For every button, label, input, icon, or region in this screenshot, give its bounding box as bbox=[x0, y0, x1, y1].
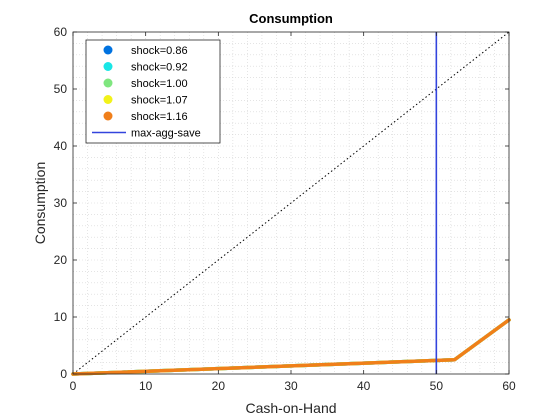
x-axis-label: Cash-on-Hand bbox=[245, 400, 336, 416]
x-tick-label: 30 bbox=[284, 379, 298, 393]
axis-ticks: 0 10 20 30 40 50 60 0 10 20 30 40 50 60 bbox=[54, 25, 516, 393]
x-tick-label: 50 bbox=[430, 379, 444, 393]
legend-marker bbox=[103, 62, 113, 71]
y-tick-label: 10 bbox=[54, 310, 68, 324]
y-axis-label: Consumption bbox=[32, 162, 48, 245]
plot-marks bbox=[71, 31, 511, 376]
y-tick-label: 0 bbox=[60, 367, 67, 381]
y-tick-label: 60 bbox=[54, 25, 68, 39]
legend-box bbox=[85, 39, 221, 144]
legend-marker bbox=[103, 78, 113, 88]
legend-label: shock=1.00 bbox=[131, 78, 188, 90]
series-line bbox=[71, 318, 511, 376]
legend-label: shock=0.86 bbox=[131, 45, 188, 57]
legend-label: shock=0.92 bbox=[131, 62, 188, 74]
chart-title: Consumption bbox=[249, 11, 333, 26]
legend: shock=0.86 shock=0.92 shock=1.00 shock=1.07… bbox=[85, 39, 221, 144]
x-tick-label: 60 bbox=[502, 379, 516, 393]
x-tick-label: 0 bbox=[70, 379, 77, 393]
y-tick-label: 50 bbox=[54, 82, 68, 96]
y-tick-label: 30 bbox=[54, 196, 68, 210]
legend-marker bbox=[103, 95, 113, 104]
legend-marker bbox=[103, 111, 113, 121]
y-tick-label: 40 bbox=[54, 139, 68, 153]
y-tick-label: 20 bbox=[54, 253, 68, 267]
legend-label: shock=1.16 bbox=[131, 111, 188, 123]
legend-label: max-agg-save bbox=[131, 128, 201, 140]
diagonal-reference-line bbox=[72, 31, 510, 375]
legend-label: shock=1.07 bbox=[131, 95, 188, 107]
x-tick-label: 20 bbox=[212, 379, 226, 393]
legend-marker bbox=[103, 45, 113, 55]
x-tick-label: 10 bbox=[139, 379, 153, 393]
x-tick-label: 40 bbox=[357, 379, 371, 393]
